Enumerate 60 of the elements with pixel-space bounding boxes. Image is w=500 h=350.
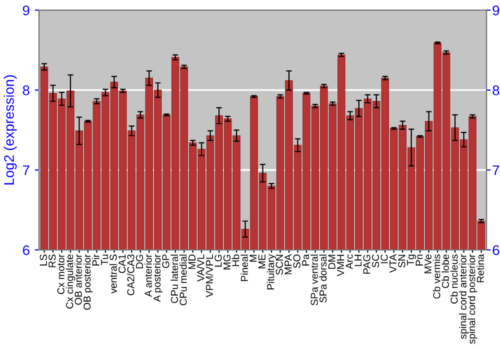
- x-tick-label: OB anterior: [74, 254, 82, 305]
- x-tick-label: SC: [372, 254, 380, 268]
- y-tick-label: 9: [22, 5, 30, 16]
- x-tick-label: Cb lobe: [442, 254, 449, 288]
- x-tick-label: SPa dorsal: [319, 254, 327, 303]
- x-tick-label: spinal cord posterior: [468, 254, 478, 344]
- x-tick-label: DM: [328, 254, 336, 269]
- x-tick-label: Hb: [232, 254, 240, 266]
- y2-tick-label: 8: [492, 85, 500, 96]
- x-tick-label: SPa ventral: [310, 254, 318, 306]
- x-tick-label: DG: [136, 254, 144, 268]
- x-tick-label: OB posterior: [83, 254, 93, 310]
- x-tick-label: MVe: [424, 254, 432, 274]
- x-tick-label: VA/VL: [196, 254, 204, 282]
- x-tick-label: LG: [214, 254, 222, 267]
- x-tick-label: ventral S: [110, 254, 117, 294]
- x-tick-label: VTA: [390, 254, 396, 273]
- x-tick-label: MG: [223, 254, 230, 270]
- x-tick-label: Cb nucleus: [450, 254, 458, 304]
- x-tick-label: MPA: [284, 254, 292, 274]
- x-tick-label: GP: [162, 254, 170, 268]
- x-tick-label: Tu: [101, 254, 108, 266]
- y2-tick-label: 7: [492, 165, 500, 176]
- x-tick-label: Tg: [407, 254, 416, 266]
- x-tick-label: CA2/CA3: [126, 254, 134, 296]
- x-tick-label: VPM/VPL: [206, 254, 213, 298]
- x-tick-label: Pa: [302, 254, 310, 266]
- x-tick-label: ME: [258, 254, 266, 268]
- x-tick-label: CPu lateral: [170, 254, 178, 304]
- x-tick-label: IC: [380, 254, 388, 264]
- y-tick-label: 6: [22, 245, 30, 256]
- x-tick-label: Arc: [346, 254, 353, 270]
- x-tick-label: Cx cingulate: [66, 254, 76, 309]
- x-tick-label: spinal cord anterior: [459, 254, 468, 339]
- y2-tick-label: 9: [492, 5, 500, 16]
- x-tick-label: Pineal: [240, 254, 248, 282]
- x-tick-label: A anterior: [144, 254, 152, 297]
- x-tick-label: Pn: [416, 254, 423, 266]
- y-tick-label: 8: [22, 85, 30, 96]
- x-tick-label: A posterior: [153, 254, 163, 302]
- y-axis-title: Log2 (expression): [4, 75, 17, 184]
- x-tick-label: Retina: [476, 254, 484, 282]
- x-tick-label: VMH: [337, 254, 344, 276]
- y2-tick-label: 6: [492, 245, 500, 256]
- x-tick-label: Pituitary: [266, 254, 276, 290]
- x-tick-label: Pir: [92, 254, 100, 266]
- x-tick-label: MD: [188, 254, 196, 269]
- x-tick-label: PAG: [363, 254, 370, 274]
- x-tick-label: Cb vermis: [432, 254, 440, 299]
- x-tick-label: CPu medial: [179, 254, 187, 306]
- x-tick-label: CA1: [118, 254, 126, 274]
- x-tick-label: LH: [354, 254, 362, 266]
- x-tick-label: SCN: [276, 254, 283, 275]
- x-tick-label: M: [250, 254, 257, 262]
- x-tick-label: LS: [40, 254, 47, 266]
- y-tick-label: 7: [22, 165, 30, 176]
- x-tick-label: Cx motor: [57, 254, 64, 294]
- x-tick-label: SN: [398, 254, 406, 268]
- x-tick-label: RS: [48, 254, 56, 268]
- x-tick-label: SO: [293, 254, 300, 268]
